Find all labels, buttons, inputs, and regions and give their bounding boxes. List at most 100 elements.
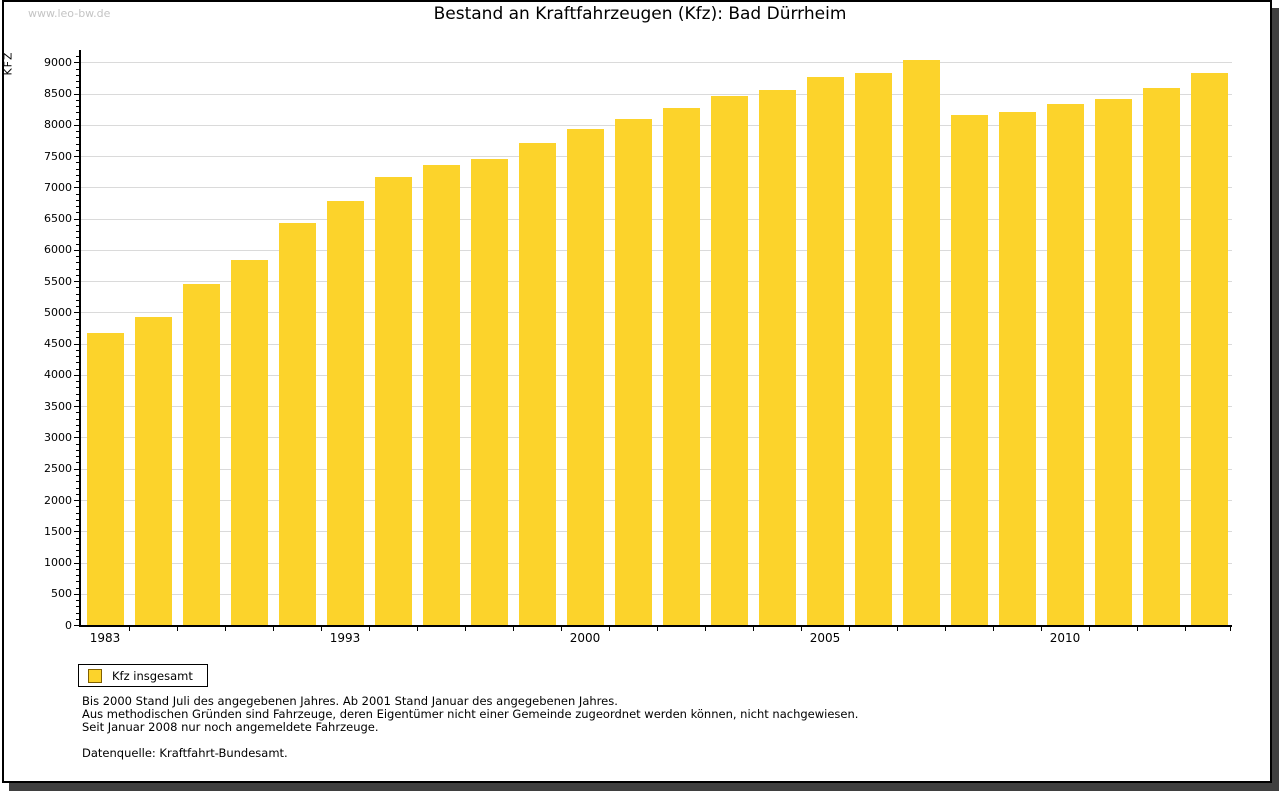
y-minor-tick bbox=[76, 174, 79, 176]
y-minor-tick bbox=[76, 231, 79, 233]
bar bbox=[710, 95, 748, 625]
y-tick-label: 8000 bbox=[44, 118, 72, 132]
y-tick-label: 1500 bbox=[44, 524, 72, 538]
gridline bbox=[81, 343, 1232, 345]
y-minor-tick bbox=[76, 587, 79, 589]
x-tick bbox=[177, 627, 178, 631]
y-major-tick bbox=[74, 343, 79, 345]
y-minor-tick bbox=[76, 149, 79, 151]
y-minor-tick bbox=[76, 487, 79, 489]
y-minor-tick bbox=[76, 600, 79, 601]
bar bbox=[806, 77, 844, 625]
y-tick-label: 1000 bbox=[44, 556, 72, 569]
y-tick-label: 500 bbox=[51, 587, 72, 601]
bar bbox=[230, 260, 268, 625]
y-major-tick bbox=[74, 312, 79, 314]
y-major-tick bbox=[74, 156, 79, 158]
y-minor-tick bbox=[76, 474, 79, 476]
gridline bbox=[81, 249, 1232, 251]
y-minor-tick bbox=[76, 106, 79, 108]
bar bbox=[614, 118, 652, 625]
bar bbox=[902, 60, 940, 625]
gridline bbox=[81, 124, 1232, 126]
y-minor-tick bbox=[76, 287, 79, 289]
bar bbox=[182, 283, 220, 625]
y-tick-label: 7500 bbox=[44, 149, 72, 163]
x-tick bbox=[225, 627, 226, 631]
y-tick-label: 3000 bbox=[44, 430, 72, 444]
x-tick bbox=[369, 627, 370, 631]
y-minor-tick bbox=[76, 387, 79, 389]
bar bbox=[662, 107, 700, 625]
y-minor-tick bbox=[76, 424, 79, 426]
x-tick bbox=[1089, 627, 1090, 631]
bar bbox=[998, 111, 1036, 625]
y-minor-tick bbox=[76, 399, 79, 401]
y-minor-tick bbox=[76, 550, 79, 551]
y-minor-tick bbox=[76, 137, 79, 139]
gridline bbox=[81, 281, 1232, 283]
y-minor-tick bbox=[76, 606, 79, 608]
y-minor-tick bbox=[76, 449, 79, 451]
y-minor-tick bbox=[76, 518, 79, 520]
y-minor-tick bbox=[76, 506, 79, 508]
y-minor-tick bbox=[76, 56, 79, 57]
y-minor-tick bbox=[76, 224, 79, 226]
y-minor-tick bbox=[76, 525, 79, 526]
y-minor-tick bbox=[76, 74, 79, 76]
x-tick bbox=[609, 627, 610, 631]
x-tick bbox=[657, 627, 658, 631]
y-minor-tick bbox=[76, 612, 79, 614]
y-minor-tick bbox=[76, 331, 79, 333]
bar bbox=[1046, 104, 1084, 625]
x-tick bbox=[321, 627, 322, 631]
bar bbox=[422, 165, 460, 625]
bar bbox=[758, 89, 796, 625]
bar bbox=[134, 317, 172, 625]
y-minor-tick bbox=[76, 299, 79, 301]
y-major-tick bbox=[74, 281, 79, 283]
x-tick-label: 2010 bbox=[1049, 631, 1081, 645]
y-minor-tick bbox=[76, 274, 79, 276]
y-minor-tick bbox=[76, 206, 79, 208]
gridline bbox=[81, 156, 1232, 158]
footnote-line-3: Seit Januar 2008 nur noch angemeldete Fa… bbox=[82, 720, 379, 734]
y-minor-tick bbox=[76, 112, 79, 114]
y-minor-tick bbox=[76, 181, 79, 183]
y-major-tick bbox=[74, 218, 79, 220]
bar bbox=[278, 223, 316, 625]
bar bbox=[470, 159, 508, 625]
x-tick-label: 1983 bbox=[89, 631, 121, 645]
y-minor-tick bbox=[76, 193, 79, 195]
x-tick-label: 1993 bbox=[329, 631, 361, 645]
y-axis-line bbox=[79, 50, 81, 627]
bar bbox=[518, 143, 556, 625]
x-tick bbox=[129, 627, 130, 631]
y-minor-tick bbox=[76, 618, 79, 620]
x-tick bbox=[849, 627, 850, 631]
gridline bbox=[81, 593, 1232, 595]
y-minor-tick bbox=[76, 256, 79, 258]
gridline bbox=[81, 531, 1232, 533]
y-minor-tick bbox=[76, 381, 79, 383]
x-tick bbox=[1185, 627, 1186, 631]
y-minor-tick bbox=[76, 568, 79, 570]
y-minor-tick bbox=[76, 268, 79, 270]
y-tick-label: 5000 bbox=[44, 305, 72, 319]
y-major-tick bbox=[74, 593, 79, 595]
y-minor-tick bbox=[76, 575, 79, 576]
gridline bbox=[81, 468, 1232, 470]
y-minor-tick bbox=[76, 581, 79, 583]
gridline bbox=[81, 500, 1232, 501]
bar bbox=[566, 129, 604, 625]
y-tick-label: 4000 bbox=[44, 368, 72, 382]
y-minor-tick bbox=[76, 556, 79, 558]
y-minor-tick bbox=[76, 493, 79, 495]
bar bbox=[1142, 87, 1180, 625]
y-major-tick bbox=[74, 531, 79, 533]
x-tick-label: 2000 bbox=[569, 631, 601, 645]
x-tick bbox=[993, 627, 994, 631]
x-tick bbox=[417, 627, 418, 631]
